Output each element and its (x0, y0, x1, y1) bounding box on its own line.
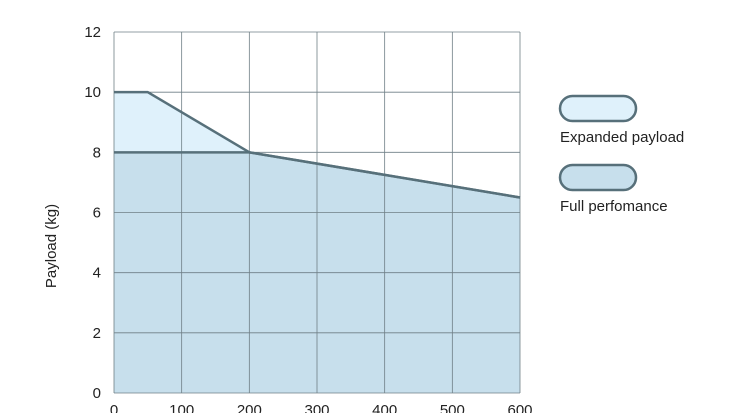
legend: Expanded payload Full perfomance (558, 94, 684, 215)
x-tick-label: 500 (440, 402, 465, 413)
x-tick-label: 100 (169, 402, 194, 413)
y-tick-label: 6 (93, 205, 101, 222)
y-axis-ticks: 0 2 4 6 8 10 12 (84, 24, 101, 402)
series-line-1 (114, 151, 521, 199)
x-tick-label: 200 (237, 402, 262, 413)
legend-swatch (558, 94, 638, 123)
y-tick-label: 0 (93, 385, 101, 402)
y-tick-label: 10 (84, 84, 101, 101)
y-tick-label: 2 (93, 325, 101, 342)
y-tick-label: 12 (84, 24, 101, 41)
x-axis-ticks: 0 100 200 300 400 500 600 (110, 402, 533, 413)
legend-label: Full perfomance (560, 198, 668, 215)
x-tick-label: 300 (304, 402, 329, 413)
y-tick-label: 8 (93, 144, 101, 161)
legend-swatch (558, 163, 638, 192)
x-tick-label: 0 (110, 402, 118, 413)
plot-area (113, 31, 521, 394)
x-tick-label: 600 (507, 402, 532, 413)
y-axis-title: Payload (kg) (43, 204, 60, 288)
y-tick-label: 4 (93, 265, 101, 282)
legend-label: Expanded payload (560, 129, 684, 146)
x-tick-label: 400 (372, 402, 397, 413)
